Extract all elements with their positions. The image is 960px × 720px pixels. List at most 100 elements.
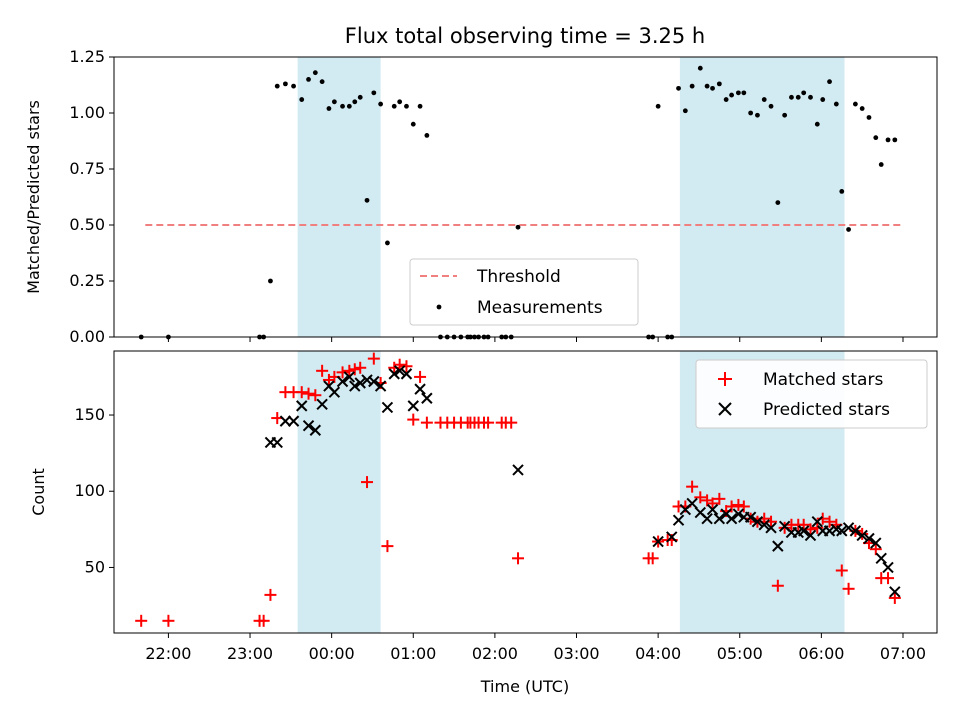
measurement-point: [476, 334, 481, 340]
measurement-point: [291, 83, 296, 89]
measurement-point: [312, 70, 318, 76]
predicted-legend-marker: [718, 402, 732, 416]
measurement-point: [261, 334, 267, 340]
measurement-point: [682, 108, 688, 114]
predicted-star-point: [713, 512, 726, 525]
measurement-point: [789, 94, 794, 100]
matched-star-point: [816, 512, 829, 525]
matched-star-point: [694, 491, 707, 504]
predicted-star-point: [706, 503, 719, 516]
measurement-point: [485, 334, 491, 340]
bottom-x-tick-label: 01:00: [390, 644, 436, 663]
measurement-point: [761, 97, 767, 102]
matched-star-point: [295, 386, 308, 399]
measurement-point: [468, 334, 473, 340]
matched-star-point: [309, 389, 322, 402]
matched-star-point: [737, 500, 750, 513]
measurement-point: [503, 334, 509, 340]
matched-star-point: [646, 552, 659, 565]
bottom-y-tick-label: 100: [74, 481, 105, 500]
predicted-star-point: [732, 508, 745, 520]
measurement-point: [878, 162, 884, 167]
predicted-star-point: [407, 400, 419, 412]
bottom-x-tick-label: 07:00: [880, 644, 926, 663]
measurement-point: [357, 94, 363, 100]
bottom-legend: Matched stars Predicted stars: [695, 359, 928, 429]
predicted-legend-label: Predicted stars: [763, 400, 890, 420]
measurement-point: [669, 334, 675, 340]
measurement-point: [385, 240, 390, 246]
matched-star-point: [381, 540, 394, 553]
measurements-legend-marker: [436, 304, 442, 310]
matched-star-point: [162, 614, 175, 627]
measurement-point: [885, 137, 891, 143]
measurement-point: [257, 334, 262, 340]
matched-star-point: [302, 387, 315, 400]
matched-star-point: [393, 358, 406, 371]
threshold-legend-label: Threshold: [476, 267, 561, 287]
measurement-point: [371, 90, 377, 96]
measurement-point: [499, 334, 505, 340]
measurement-point: [397, 99, 403, 105]
measurement-point: [866, 115, 872, 120]
measurement-point: [340, 103, 345, 109]
measurement-point: [665, 334, 671, 340]
measurement-point: [833, 101, 839, 107]
measurement-point: [274, 83, 280, 89]
predicted-star-point: [758, 519, 770, 531]
measurement-point: [378, 101, 384, 107]
measurement-point: [364, 197, 370, 203]
predicted-star-point: [751, 516, 764, 528]
measurement-point: [827, 79, 832, 85]
predicted-star-point: [316, 398, 328, 411]
measurement-point: [704, 83, 710, 89]
bottom-x-tick-label: 23:00: [227, 644, 273, 663]
measurement-point: [710, 85, 715, 91]
measurement-point: [458, 334, 464, 340]
measurement-point: [748, 110, 754, 116]
matched-star-point: [354, 361, 367, 374]
matched-legend-label: Matched stars: [763, 370, 883, 390]
predicted-star-point: [287, 415, 300, 427]
predicted-star-point: [811, 516, 823, 528]
bottom-x-tick-label: 03:00: [553, 644, 599, 663]
measurement-point: [735, 90, 741, 96]
measurement-point: [741, 90, 747, 96]
measurement-point: [346, 103, 352, 109]
matched-star-point: [797, 518, 810, 531]
measurement-point: [319, 79, 325, 85]
bottom-shaded-interval: [297, 351, 381, 633]
predicted-star-point: [797, 525, 810, 537]
top-y-tick-label: 0.25: [69, 271, 105, 290]
predicted-star-point: [374, 380, 387, 392]
matched-star-point: [316, 364, 329, 377]
predicted-star-point: [414, 383, 426, 395]
predicted-star-point: [672, 514, 685, 526]
bottom-x-tick-label: 05:00: [717, 644, 763, 663]
chart-title: Flux total observing time = 3.25 h: [345, 24, 705, 48]
matched-star-point: [823, 515, 836, 528]
matched-star-point: [361, 476, 374, 489]
bottom-x-tick-label: 06:00: [798, 644, 844, 663]
predicted-star-point: [354, 377, 366, 389]
measurement-point: [410, 121, 416, 127]
measurement-point: [839, 189, 845, 194]
top-y-tick-label: 1.00: [69, 103, 105, 122]
predicted-star-point: [875, 552, 887, 565]
matched-star-point: [343, 364, 356, 377]
count-panel: 50 100 150 22:00 23:00 00:00 01:00 02:00 03:00 04…: [74, 350, 938, 663]
matched-star-point: [882, 572, 895, 585]
predicted-star-point: [889, 586, 901, 598]
predicted-star-point: [701, 512, 713, 525]
bottom-x-tick-label: 00:00: [309, 644, 355, 663]
bottom-y-tick-label: 150: [74, 405, 105, 424]
measurement-point: [650, 334, 656, 340]
measurement-point: [352, 99, 358, 105]
measurement-point: [451, 334, 457, 340]
measurement-point: [723, 97, 729, 102]
measurement-point: [472, 334, 477, 340]
predicted-star-point: [652, 535, 664, 548]
bottom-axes-frame: [113, 350, 938, 634]
measurement-point: [138, 334, 144, 340]
